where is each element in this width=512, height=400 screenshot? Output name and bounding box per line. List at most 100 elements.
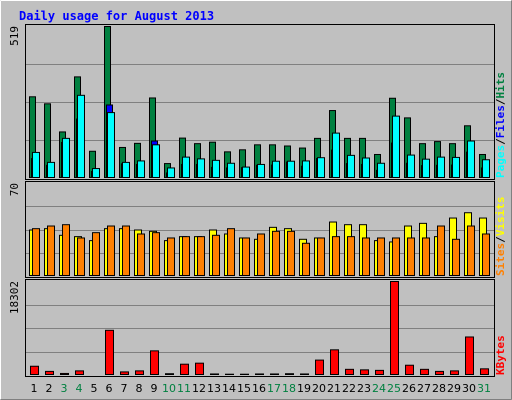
day-label: 1 [31, 382, 38, 395]
sites-bar-day-28 [437, 225, 445, 276]
legend-hits: Hits [494, 72, 507, 99]
sites-bar-day-30 [467, 225, 475, 276]
kbytes-bar-day-7 [120, 371, 129, 375]
sites-bar-day-4 [77, 237, 85, 277]
day-label: 12 [192, 382, 206, 395]
day-labels: 1 2 3 4 5 6 7 8 9 10 11 12 13 14 15 16 17 18 19 20 21 22 23 24 2… [31, 382, 492, 395]
pages-bar-day-30 [467, 140, 475, 179]
kbytes-bar-day-1 [30, 365, 39, 375]
day-label: 8 [136, 382, 143, 395]
kbytes-max-label: 18302 [8, 281, 21, 314]
day-label: 6 [106, 382, 113, 395]
sites-bar-day-7 [122, 225, 130, 276]
pages-bar-day-5 [92, 168, 100, 178]
kbytes-bar-day-24 [375, 369, 384, 376]
day-label: 23 [357, 382, 371, 395]
kbytes-bar-day-22 [345, 368, 354, 375]
day-label: 18 [282, 382, 296, 395]
sites-bar-day-25 [392, 237, 400, 277]
sites-bar-day-9 [152, 232, 160, 277]
kbytes-bar-day-17 [270, 373, 279, 376]
kbytes-bar-day-27 [420, 368, 429, 375]
legend-files: Files [494, 105, 507, 138]
day-label: 22 [342, 382, 356, 395]
sites-bar-day-1 [32, 228, 40, 277]
pages-bar-day-28 [437, 156, 445, 178]
kbytes-bar-day-30 [465, 336, 474, 375]
sites-bar-day-18 [287, 230, 295, 276]
kbytes-bar-day-12 [195, 362, 204, 376]
sites-bar-day-13 [212, 234, 220, 276]
hits-panel-frame [25, 24, 495, 180]
sites-bar-day-11 [182, 236, 190, 276]
pages-bar-day-2 [47, 161, 55, 179]
day-label: 11 [177, 382, 191, 395]
sites-bar-day-22 [347, 236, 355, 276]
day-label: 7 [121, 382, 128, 395]
pages-bar-day-19 [302, 160, 310, 179]
day-label: 4 [76, 382, 83, 395]
pages-bar-day-3 [62, 137, 70, 178]
visits-max-label: 70 [8, 183, 21, 196]
kbytes-bar-day-26 [405, 364, 414, 376]
kbytes-bar-day-11 [180, 363, 189, 375]
kbytes-bar-day-10 [165, 373, 174, 376]
legend-separator: / [494, 236, 507, 243]
sites-bar-day-20 [317, 237, 325, 277]
kbytes-bar-day-8 [135, 370, 144, 376]
day-label: 19 [297, 382, 311, 395]
kbytes-bar-day-6 [105, 329, 114, 376]
sites-bar-day-21 [332, 236, 340, 276]
kbytes-bar-day-2 [45, 370, 54, 376]
pages-bar-day-1 [32, 151, 40, 179]
sites-bar-day-14 [227, 228, 235, 277]
pages-bar-day-27 [422, 158, 430, 178]
kbytes-bar-day-16 [255, 373, 264, 376]
pages-bar-day-13 [212, 159, 220, 179]
day-label: 16 [252, 382, 266, 395]
kbytes-panel-frame [25, 279, 495, 377]
chart-title: Daily usage for August 2013 [19, 9, 214, 23]
hits-max-label: 519 [8, 26, 21, 46]
day-label: 25 [387, 382, 401, 395]
day-label: 30 [462, 382, 476, 395]
legend-separator: / [494, 98, 507, 105]
sites-bar-day-16 [257, 233, 265, 277]
legend-separator: / [494, 138, 507, 145]
pages-bar-day-31 [482, 159, 490, 178]
day-label: 20 [312, 382, 326, 395]
pages-bar-day-17 [272, 160, 280, 178]
kbytes-bar-day-23 [360, 369, 369, 375]
day-label: 15 [237, 382, 251, 395]
pages-bar-day-15 [242, 166, 250, 178]
kbytes-bar-day-20 [315, 359, 324, 376]
sites-bar-day-10 [167, 237, 175, 277]
day-label: 21 [327, 382, 341, 395]
day-label: 24 [372, 382, 386, 395]
kbytes-bar-day-13 [210, 373, 219, 376]
sites-bar-day-2 [47, 225, 55, 276]
pages-bar-day-18 [287, 160, 295, 178]
pages-bar-day-6 [107, 112, 115, 178]
pages-bar-day-9 [152, 144, 160, 178]
day-label: 2 [46, 382, 53, 395]
legend-kbytes: KBytes [494, 335, 507, 375]
kbytes-bar-day-31 [480, 368, 489, 375]
pages-bar-day-29 [452, 156, 460, 179]
sites-bar-day-19 [302, 242, 310, 277]
pages-bar-day-20 [317, 157, 325, 178]
pages-bar-day-4 [77, 94, 85, 178]
legend-sites: Sites [494, 243, 507, 276]
sites-bar-day-23 [362, 237, 370, 277]
pages-bar-day-26 [407, 154, 415, 178]
pages-bar-day-23 [362, 157, 370, 179]
kbytes-bar-day-19 [300, 373, 309, 376]
pages-bar-day-11 [182, 156, 190, 178]
sites-bar-day-3 [62, 224, 70, 276]
kbytes-bar-day-29 [450, 370, 459, 376]
day-label: 26 [402, 382, 416, 395]
sites-bar-day-17 [272, 230, 280, 276]
pages-bar-day-8 [137, 160, 145, 179]
legend-pages: Pages [494, 145, 507, 178]
